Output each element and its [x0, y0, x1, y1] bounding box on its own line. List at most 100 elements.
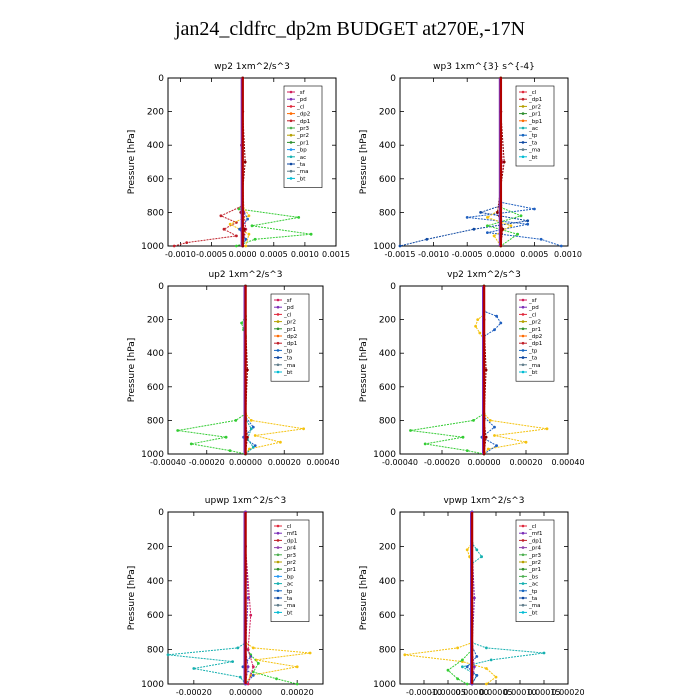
- y-axis-label: Pressure [hPa]: [359, 130, 369, 195]
- series-marker: [499, 321, 503, 325]
- y-tick-label: 600: [379, 383, 396, 393]
- legend-entry: _ma: [528, 603, 540, 609]
- legend-marker: [521, 370, 525, 374]
- x-tick-label: 0.00000: [455, 688, 488, 697]
- y-axis-label: Pressure [hPa]: [359, 338, 369, 403]
- series-marker: [249, 613, 253, 617]
- legend-entry: _dp1: [296, 119, 310, 125]
- legend-marker: [289, 133, 293, 137]
- legend-entry: _pr4: [528, 546, 542, 552]
- legend-entry: _pr2: [528, 320, 541, 326]
- legend-marker: [521, 141, 525, 144]
- series-marker: [308, 651, 312, 655]
- chart-title: wp3 1xm^{3} s^{-4}: [433, 62, 535, 72]
- y-tick-label: 0: [390, 508, 396, 518]
- legend-marker: [276, 582, 280, 585]
- legend-marker: [521, 546, 525, 549]
- series-marker: [465, 665, 469, 669]
- series-marker: [246, 217, 250, 221]
- series-marker: [247, 232, 251, 236]
- series-marker: [302, 427, 305, 431]
- series-line-blue: [481, 286, 502, 455]
- legend-entry: _pr2: [528, 104, 541, 110]
- legend-entry: _pr4: [283, 546, 297, 552]
- legend-entry: _ta: [283, 596, 292, 602]
- legend-marker: [521, 603, 525, 607]
- legend-marker: [521, 582, 525, 585]
- y-tick-label: 600: [379, 175, 396, 185]
- legend-marker: [521, 148, 525, 151]
- series-line-green: [177, 286, 246, 455]
- series-marker: [251, 646, 255, 650]
- legend-marker: [521, 327, 525, 331]
- legend-entry: _pd: [528, 305, 539, 311]
- series-marker: [251, 425, 255, 429]
- legend-marker: [276, 531, 280, 535]
- y-tick-label: 400: [147, 577, 164, 587]
- series-marker: [475, 674, 479, 677]
- legend-box: [270, 293, 310, 382]
- y-tick-label: 800: [379, 208, 396, 218]
- x-tick-label: -0.0010: [165, 250, 196, 259]
- series-line-dp1: [174, 78, 244, 247]
- legend-marker: [276, 320, 280, 323]
- legend-entry: _dp2: [528, 334, 542, 340]
- series-marker: [235, 244, 238, 248]
- legend-entry: _bt: [528, 155, 538, 161]
- legend-marker: [521, 349, 525, 352]
- x-tick-label: -0.00020: [189, 458, 225, 467]
- series-marker: [509, 224, 513, 228]
- legend-entry: _pr3: [528, 553, 542, 559]
- series-marker: [465, 682, 469, 686]
- legend-marker: [276, 356, 280, 359]
- legend-marker: [521, 126, 525, 130]
- legend-marker: [289, 90, 293, 94]
- y-tick-label: 400: [379, 141, 396, 151]
- legend-marker: [521, 539, 525, 542]
- x-tick-label: 0.0010: [554, 250, 582, 259]
- legend-marker: [521, 112, 525, 115]
- series-marker: [279, 440, 282, 444]
- series-marker: [533, 207, 536, 211]
- series-marker: [475, 548, 479, 552]
- legend-entry: _pr1: [528, 567, 541, 573]
- legend-entry: _cl: [283, 524, 292, 530]
- legend-marker: [521, 119, 525, 123]
- legend-entry: _ac: [528, 582, 538, 588]
- plot-frame: [167, 77, 337, 247]
- x-tick-label: 0.00020: [509, 458, 542, 467]
- series-marker: [494, 675, 498, 679]
- legend-marker: [289, 155, 293, 159]
- legend-marker: [276, 560, 280, 564]
- y-tick-label: 200: [147, 108, 164, 118]
- series-marker: [486, 447, 490, 451]
- y-tick-label: 800: [379, 646, 396, 656]
- x-tick-label: -0.0015: [385, 250, 416, 259]
- series-marker: [476, 318, 480, 321]
- legend-entry: _bt: [528, 370, 538, 376]
- legend-marker: [521, 90, 525, 94]
- series-marker: [295, 682, 299, 686]
- series-marker: [246, 596, 250, 600]
- y-tick-label: 200: [379, 542, 396, 552]
- series-marker: [253, 444, 257, 447]
- chart-panel-5: upwp 1xm^2/s^3 Pressure [hPa] 0 200 400 600 80…: [127, 496, 324, 697]
- series-marker: [246, 665, 250, 669]
- y-tick-label: 0: [158, 74, 164, 84]
- series-marker: [526, 222, 530, 226]
- series-marker: [409, 429, 412, 432]
- x-tick-label: 0.00040: [306, 458, 339, 467]
- series-marker: [238, 675, 242, 679]
- series-marker: [251, 445, 255, 449]
- y-axis-label: Pressure [hPa]: [359, 566, 369, 631]
- x-tick-label: 0.0005: [260, 250, 288, 259]
- legend-entry: _dp2: [296, 112, 310, 118]
- series-marker: [244, 237, 248, 241]
- legend-entry: _ma: [528, 363, 540, 369]
- legend-marker: [521, 589, 525, 593]
- y-axis-label: Pressure [hPa]: [127, 130, 137, 195]
- x-tick-label: -0.00020: [424, 458, 460, 467]
- legend-entry: _bt: [528, 610, 538, 616]
- legend-marker: [521, 596, 525, 600]
